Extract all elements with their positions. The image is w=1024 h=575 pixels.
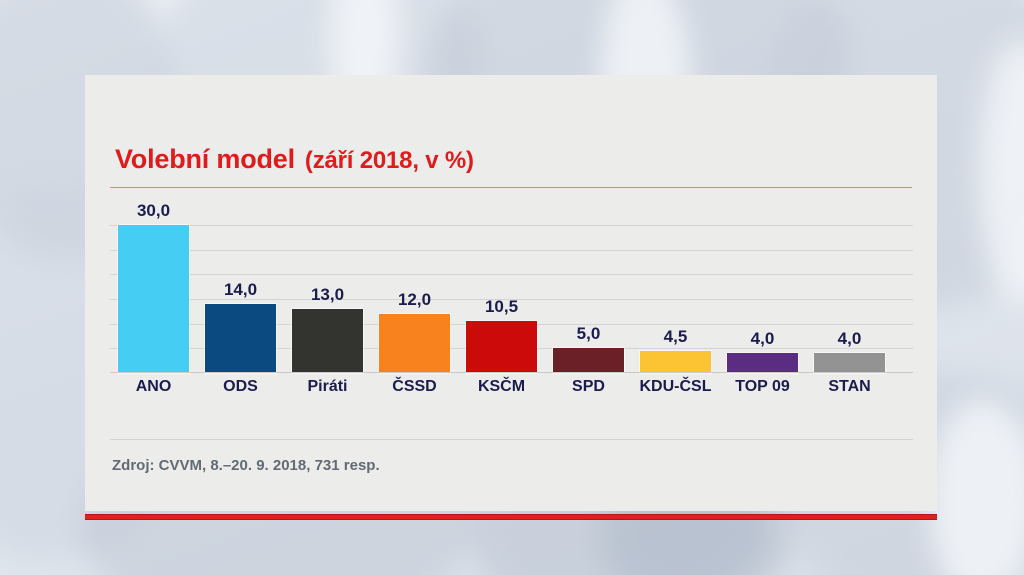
bar-spd[interactable] [553,348,624,373]
bar-value-label: 10,5 [484,297,519,316]
bar-slot [632,225,719,373]
bar-value-label: 14,0 [223,280,258,299]
bar-slot [284,225,371,373]
bar-slot [197,225,284,373]
bar-slot [371,225,458,373]
bar-ods[interactable] [205,304,276,373]
bar-pir-ti[interactable] [292,309,363,373]
bar-ks-m[interactable] [466,321,537,373]
category-label-ano: ANO [135,378,172,395]
gridline [110,225,913,226]
bar-value-label: 13,0 [310,285,345,304]
bar-value-label: 4,0 [750,329,775,348]
bar-value-label: 4,5 [663,327,688,346]
category-label-kdu-sl: KDU-ČSL [639,378,712,395]
gridline [110,274,913,276]
bar-top-09[interactable] [727,353,798,373]
source-note: Zdroj: CVVM, 8.–20. 9. 2018, 731 resp. [112,457,380,474]
category-label-pir-ti: Piráti [307,378,348,395]
bar-value-label: 30,0 [136,201,171,220]
bar-chart-plot-area: 30,0 14,0 13,0 12,0 10,5 5,0 4,5 4,0 4,0 [110,201,913,373]
bar--ssd[interactable] [379,314,450,373]
bar-kdu-sl[interactable] [640,351,711,373]
category-label--ssd: ČSSD [392,378,437,395]
gridline [110,299,913,300]
gridline [110,249,913,251]
category-label-stan: STAN [828,378,871,395]
category-label-ks-m: KSČM [477,378,526,395]
bar-slot [545,225,632,373]
chart-card: Volební model (září 2018, v %) 30,0 14,0 1… [85,75,937,511]
axis-baseline [110,372,913,373]
category-label-spd: SPD [572,378,605,395]
bar-ano[interactable] [118,225,189,373]
card-accent-underline [85,514,937,520]
bar-value-label: 5,0 [576,324,601,343]
bar-slot [719,225,806,373]
category-label-top-09: TOP 09 [735,378,790,395]
bar-value-label: 4,0 [837,329,862,348]
source-divider [110,439,913,440]
title-main: Volební model [115,144,295,174]
title-divider [110,187,912,188]
map-shape [930,400,1024,575]
bar-slot [110,225,197,373]
title-subtitle: (září 2018, v %) [304,147,474,174]
bar-slot [458,225,545,373]
bar-slot [806,225,893,373]
page-title: Volební model (září 2018, v %) [115,144,474,175]
bar-value-label: 12,0 [397,290,432,309]
bar-stan[interactable] [814,353,885,373]
category-label-ods: ODS [223,378,258,395]
